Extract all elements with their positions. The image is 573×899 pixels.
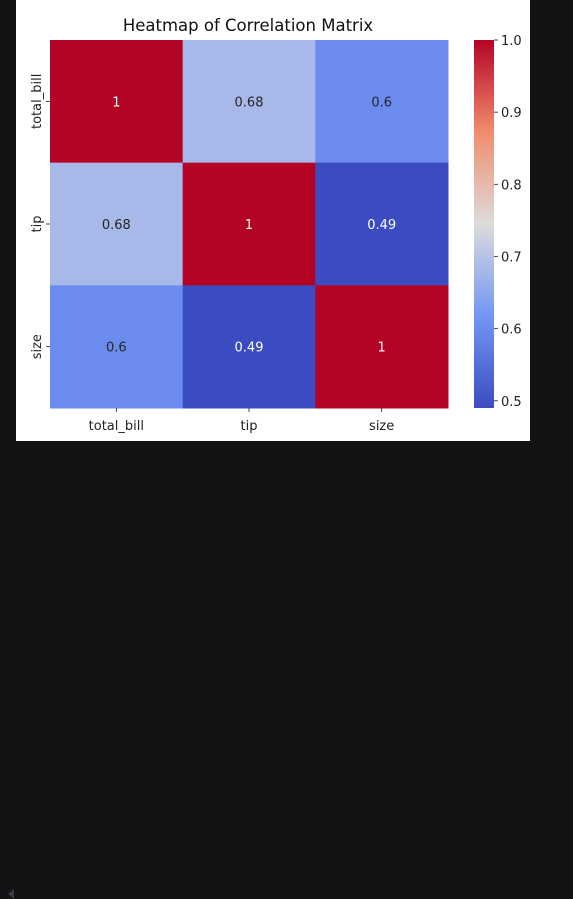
colorbar-tick-label: 1.0	[501, 34, 522, 49]
chart-title: Heatmap of Correlation Matrix	[123, 16, 374, 35]
cell-value-label: 0.68	[235, 95, 264, 110]
colorbar-tick-label: 0.7	[501, 250, 522, 265]
heatmap-cell	[50, 285, 184, 409]
heatmap-cell	[50, 40, 184, 164]
colorbar-tick-label: 0.5	[501, 395, 522, 410]
horizontal-scrollbar[interactable]	[0, 441, 573, 899]
colorbar	[474, 40, 494, 408]
y-tick-label: tip	[30, 216, 45, 233]
cell-value-label: 0.49	[235, 341, 264, 356]
heatmap-cell	[315, 162, 449, 286]
x-tick-label: size	[369, 419, 394, 434]
x-tick-label: tip	[241, 419, 258, 434]
cell-value-label: 0.49	[367, 218, 396, 233]
colorbar-tick-label: 0.8	[501, 178, 522, 193]
cell-value-label: 1	[112, 95, 120, 110]
heatmap-chart: Heatmap of Correlation Matrix 1 0.68 0.6 0.…	[30, 16, 522, 434]
colorbar-tick-label: 0.6	[501, 323, 522, 338]
scroll-left-arrow-icon[interactable]	[8, 889, 14, 899]
cell-value-label: 0.6	[106, 341, 127, 356]
cell-value-label: 0.68	[102, 218, 131, 233]
y-tick-label: size	[30, 334, 45, 359]
heatmap-cell	[182, 162, 316, 286]
cell-value-label: 1	[245, 218, 253, 233]
heatmap-cell	[315, 285, 449, 409]
heatmap-cell	[182, 285, 316, 409]
colorbar-tick-label: 0.9	[501, 106, 522, 121]
cell-value-label: 1	[378, 341, 386, 356]
chart-figure: Heatmap of Correlation Matrix 1 0.68 0.6 0.…	[16, 0, 530, 441]
cell-value-label: 0.6	[371, 95, 392, 110]
heatmap-cell	[315, 40, 449, 164]
y-tick-label: total_bill	[30, 74, 45, 129]
heatmap-cell	[50, 162, 184, 286]
x-tick-label: total_bill	[89, 419, 144, 434]
heatmap-cell	[182, 40, 316, 164]
